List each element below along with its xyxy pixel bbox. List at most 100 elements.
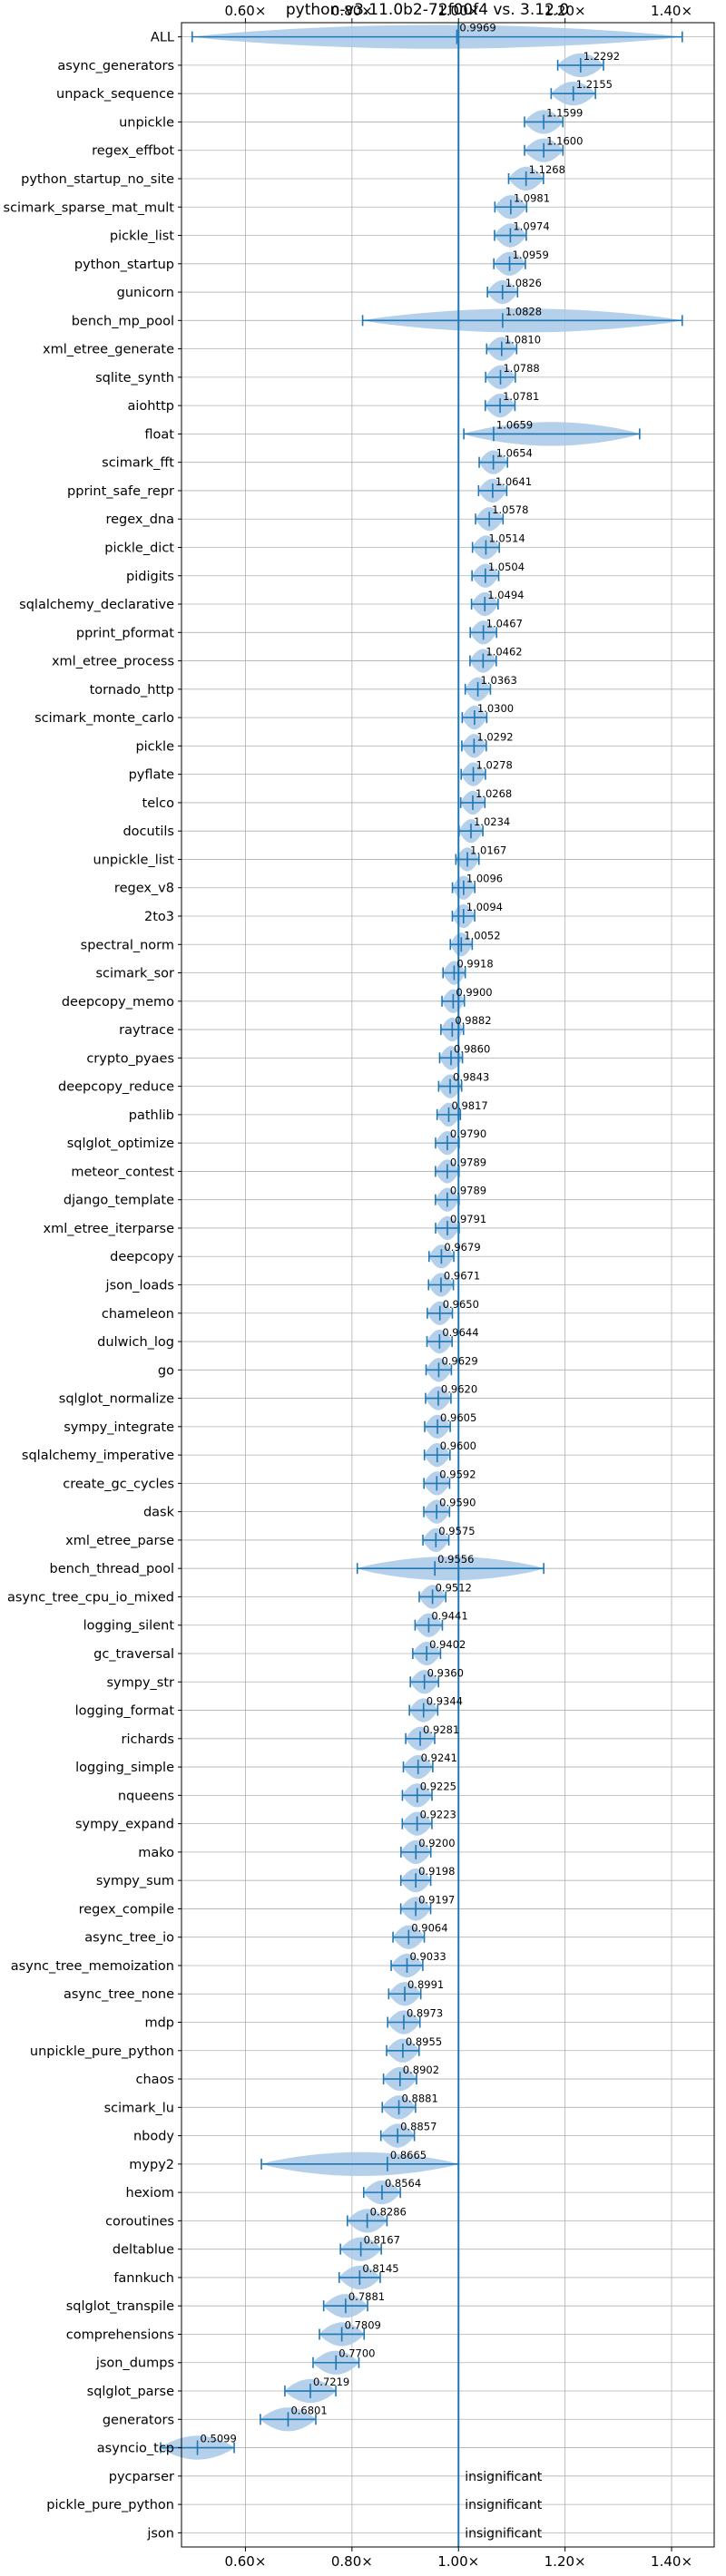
category-label-scimark-sor: scimark_sor bbox=[95, 967, 174, 981]
category-label-sqlglot-transpile: sqlglot_transpile bbox=[66, 2299, 174, 2314]
category-label-regex-compile: regex_compile bbox=[79, 1902, 174, 1917]
category-label-all: ALL bbox=[151, 31, 174, 45]
value-label-deltablue: 0.8167 bbox=[364, 2234, 400, 2247]
value-label-aiohttp: 1.0781 bbox=[503, 390, 539, 403]
category-label-create-gc-cycles: create_gc_cycles bbox=[63, 1477, 174, 1491]
value-label-dask: 0.9590 bbox=[439, 1497, 476, 1509]
category-label-go: go bbox=[158, 1363, 174, 1378]
value-label-xml-etree-generate: 1.0810 bbox=[505, 334, 541, 346]
value-label-gunicorn: 1.0826 bbox=[505, 277, 542, 289]
value-label-generators: 0.6801 bbox=[290, 2404, 327, 2416]
category-label-regex-dna: regex_dna bbox=[105, 512, 174, 527]
category-label-scimark-sparse-mat-mult: scimark_sparse_mat_mult bbox=[4, 200, 175, 215]
value-label-logging-simple: 0.9241 bbox=[421, 1751, 457, 1764]
category-label-pathlib: pathlib bbox=[129, 1108, 174, 1123]
category-label-async-tree-none: async_tree_none bbox=[64, 1987, 174, 2002]
chart-title: python-v3.11.0b2-72f00f4 vs. 3.12.0 bbox=[286, 1, 569, 19]
value-label-coroutines: 0.8286 bbox=[370, 2205, 407, 2218]
value-label-logging-silent: 0.9441 bbox=[431, 1610, 467, 1623]
category-label-json-loads: json_loads bbox=[105, 1279, 174, 1293]
value-label-sqlglot-transpile: 0.7881 bbox=[348, 2290, 385, 2303]
category-label-xml-etree-iterparse: xml_etree_iterparse bbox=[44, 1222, 175, 1236]
category-label-deepcopy: deepcopy bbox=[110, 1250, 174, 1264]
category-label-async-tree-io: async_tree_io bbox=[84, 1931, 174, 1946]
value-label-sympy-str: 0.9360 bbox=[427, 1666, 464, 1679]
category-label-mypy2: mypy2 bbox=[129, 2158, 174, 2172]
category-label-sqlglot-parse: sqlglot_parse bbox=[87, 2385, 174, 2399]
value-label-crypto-pyaes: 0.9860 bbox=[454, 1042, 490, 1055]
value-label-scimark-sparse-mat-mult: 1.0981 bbox=[514, 191, 550, 204]
value-label-sqlglot-optimize: 0.9790 bbox=[450, 1127, 486, 1140]
category-label-pprint-safe-repr: pprint_safe_repr bbox=[67, 484, 174, 499]
category-label-bench-mp-pool: bench_mp_pool bbox=[72, 314, 174, 328]
category-label-chameleon: chameleon bbox=[102, 1307, 174, 1322]
value-label-pickle-dict: 1.0514 bbox=[488, 532, 525, 544]
value-label-regex-effbot: 1.1600 bbox=[546, 135, 583, 148]
value-label-mypy2: 0.8665 bbox=[390, 2149, 427, 2161]
value-label-django-template: 0.9789 bbox=[450, 1185, 486, 1197]
category-label-pidigits: pidigits bbox=[126, 570, 174, 584]
value-label-create-gc-cycles: 0.9592 bbox=[439, 1468, 476, 1480]
value-label-sympy-sum: 0.9198 bbox=[418, 1865, 455, 1878]
category-label-xml-etree-generate: xml_etree_generate bbox=[43, 343, 174, 357]
value-label-unpack-sequence: 1.2155 bbox=[576, 78, 613, 91]
category-label-unpickle-pure-python: unpickle_pure_python bbox=[30, 2044, 174, 2059]
category-label-async-tree-cpu-io-mixed: async_tree_cpu_io_mixed bbox=[7, 1590, 174, 1605]
category-label-pyflate: pyflate bbox=[129, 768, 174, 783]
category-label-sympy-expand: sympy_expand bbox=[75, 1818, 174, 1832]
category-label-sympy-sum: sympy_sum bbox=[96, 1874, 174, 1888]
category-label-pprint-pformat: pprint_pformat bbox=[76, 626, 174, 640]
category-label-coroutines: coroutines bbox=[105, 2214, 174, 2229]
category-label-xml-etree-parse: xml_etree_parse bbox=[65, 1534, 174, 1548]
category-label-asyncio-tcp: asyncio_tcp bbox=[97, 2442, 174, 2456]
value-label-mdp: 0.8973 bbox=[407, 2007, 443, 2020]
category-label-unpickle-list: unpickle_list bbox=[93, 853, 175, 867]
category-label-xml-etree-process: xml_etree_process bbox=[52, 655, 174, 669]
category-label-richards: richards bbox=[121, 1732, 174, 1747]
category-label-deepcopy-reduce: deepcopy_reduce bbox=[58, 1080, 174, 1095]
value-label-scimark-monte-carlo: 1.0300 bbox=[477, 702, 514, 715]
value-label-scimark-sor: 0.9918 bbox=[456, 958, 493, 971]
value-label-pathlib: 0.9817 bbox=[451, 1099, 487, 1112]
value-label-scimark-fft: 1.0654 bbox=[496, 447, 533, 460]
value-label-go: 0.9629 bbox=[441, 1354, 477, 1367]
value-label-deepcopy-memo: 0.9900 bbox=[456, 986, 492, 999]
value-label-comprehensions: 0.7809 bbox=[345, 2318, 381, 2331]
category-label-regex-v8: regex_v8 bbox=[114, 882, 174, 896]
category-label-mdp: mdp bbox=[144, 2016, 174, 2031]
category-label-pickle-dict: pickle_dict bbox=[104, 541, 174, 555]
category-label-deepcopy-memo: deepcopy_memo bbox=[62, 995, 174, 1010]
category-label-nbody: nbody bbox=[133, 2130, 174, 2144]
category-label-meteor-contest: meteor_contest bbox=[71, 1165, 174, 1179]
value-label-sqlglot-normalize: 0.9620 bbox=[441, 1383, 477, 1396]
x-ticks: 0.60× 0.60× 0.80× 0.80× 1.00× 1.00× 1.20× 1.20×… bbox=[178, 3, 692, 2570]
value-label-json-loads: 0.9671 bbox=[444, 1270, 480, 1283]
value-label-richards: 0.9281 bbox=[423, 1723, 459, 1736]
category-label-sqlalchemy-declarative: sqlalchemy_declarative bbox=[19, 598, 174, 612]
category-label-hexiom: hexiom bbox=[126, 2186, 174, 2200]
category-label-python-startup-no-site: python_startup_no_site bbox=[21, 172, 174, 187]
x-tick-label-top: 1.00× bbox=[437, 3, 479, 19]
category-label-float: float bbox=[144, 427, 174, 442]
value-label-unpickle: 1.1599 bbox=[546, 106, 583, 119]
category-label-deltablue: deltablue bbox=[113, 2243, 174, 2258]
value-label-mako: 0.9200 bbox=[418, 1837, 455, 1849]
category-label-bench-thread-pool: bench_thread_pool bbox=[50, 1562, 174, 1576]
value-label-dulwich-log: 0.9644 bbox=[442, 1326, 478, 1339]
category-label-regex-effbot: regex_effbot bbox=[92, 144, 174, 159]
category-label-nqueens: nqueens bbox=[118, 1789, 174, 1803]
category-label-sqlalchemy-imperative: sqlalchemy_imperative bbox=[22, 1449, 174, 1463]
value-label-xml-etree-iterparse: 0.9791 bbox=[450, 1213, 486, 1225]
value-label-pprint-safe-repr: 1.0641 bbox=[495, 475, 532, 488]
value-label-chaos: 0.8902 bbox=[403, 2064, 439, 2076]
category-label-fannkuch: fannkuch bbox=[113, 2271, 174, 2286]
value-label-json-dumps: 0.7700 bbox=[338, 2347, 375, 2360]
value-label-deepcopy: 0.9679 bbox=[444, 1241, 480, 1254]
category-label-async-tree-memoization: async_tree_memoization bbox=[11, 1959, 174, 1974]
value-label-bench-mp-pool: 1.0828 bbox=[505, 305, 542, 317]
value-label-float: 1.0659 bbox=[496, 418, 533, 431]
category-label-chaos: chaos bbox=[136, 2073, 174, 2087]
value-label-2to3: 1.0094 bbox=[466, 901, 503, 913]
category-label-generators: generators bbox=[103, 2413, 174, 2427]
category-labels: ALL async_generators unpack_sequenceunpick… bbox=[4, 31, 175, 2542]
